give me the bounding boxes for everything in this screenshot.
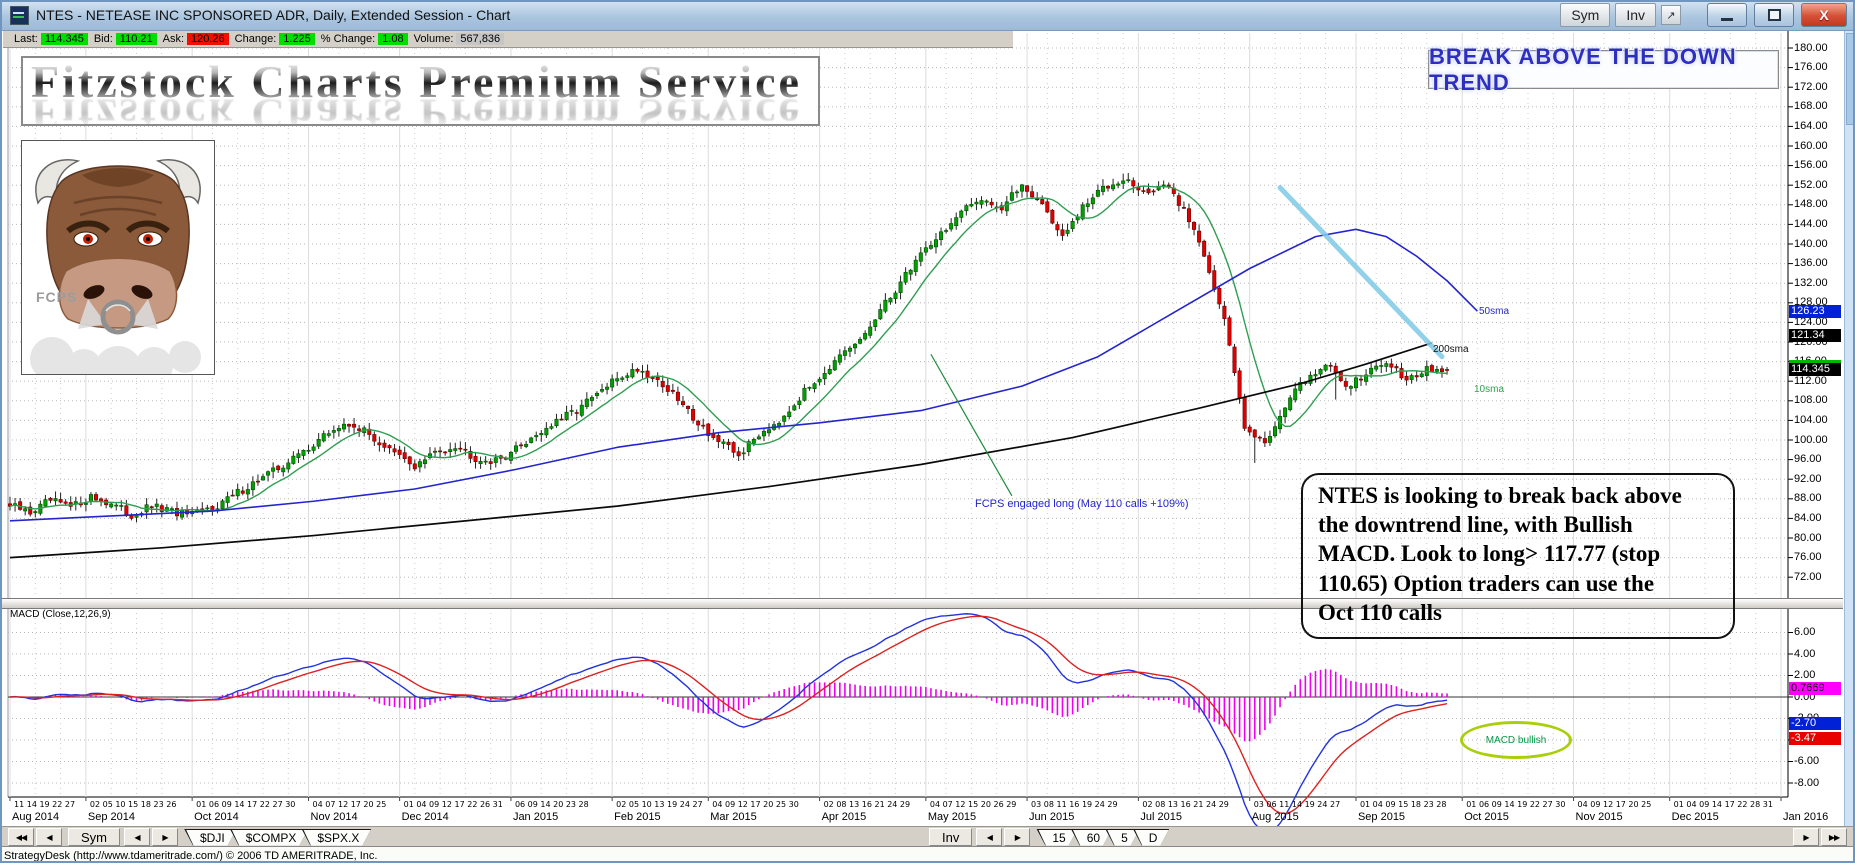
interval-tab-strip: 15 60 5 D: [1036, 829, 1162, 846]
sma10-label: 10sma: [1474, 384, 1505, 395]
trade-thesis-line: NTES is looking to break back above: [1318, 483, 1682, 508]
symbol-tab-strip: $DJI $COMPX $SPX.X: [184, 829, 364, 846]
app-chart-icon: [10, 5, 29, 25]
trade-thesis-line: 110.65) Option traders can use the: [1318, 570, 1655, 596]
quote-field-value: 114.345: [40, 33, 88, 45]
sma200-label: 200sma: [1433, 344, 1469, 355]
quote-field-value: 1.225: [279, 33, 315, 45]
macd-bullish-text: MACD bullish: [1485, 734, 1547, 746]
sym-button[interactable]: Sym: [1560, 3, 1611, 27]
tab-scroll-left-button[interactable]: ◀: [124, 828, 150, 846]
scrollbar[interactable]: [1844, 31, 1855, 826]
bottom-toolbar: ◀◀ ◀ Sym ◀ ▶ $DJI $COMPX $SPX.X Inv ◀ ▶ 15…: [0, 826, 1855, 847]
interval-tab-15-label: 15: [1038, 830, 1079, 847]
symbol-tab-spxx-label: $SPX.X: [303, 830, 373, 847]
symbol-tab-dji[interactable]: $DJI: [184, 829, 237, 846]
minimize-button[interactable]: [1707, 3, 1747, 27]
minimize-icon: [1721, 18, 1733, 21]
quote-field-label: Change:: [234, 33, 277, 45]
interval-scroll-right-button[interactable]: ▶: [1004, 828, 1031, 846]
symbol-tab-spxx[interactable]: $SPX.X: [301, 829, 371, 846]
interval-tab-d[interactable]: D: [1133, 829, 1170, 846]
trade-thesis-box: NTES is looking to break back above the d…: [1301, 473, 1735, 639]
scroll-last-button[interactable]: ▶▶: [1821, 828, 1847, 846]
interval-tab-60-label: 60: [1073, 830, 1114, 847]
trade-note-annotation: FCPS engaged long (May 110 calls +109%): [975, 498, 1189, 510]
trade-thesis-line: MACD. Look to long> 117.77 (stop: [1318, 541, 1661, 567]
premium-service-banner: Fitzstock Charts Premium Service Fitzsto…: [21, 56, 820, 126]
close-button[interactable]: X: [1801, 3, 1847, 27]
status-text: StrategyDesk (http://www.tdameritrade.co…: [4, 849, 378, 862]
inv-toolbar-button[interactable]: Inv: [929, 828, 973, 846]
sym-toolbar-button[interactable]: Sym: [68, 828, 120, 846]
restore-icon: [1767, 9, 1781, 21]
interval-tab-15[interactable]: 15: [1036, 829, 1077, 846]
interval-tab-d-label: D: [1135, 830, 1172, 847]
macd-bullish-callout: MACD bullish: [1460, 721, 1572, 759]
break-above-text: BREAK ABOVE THE DOWN TREND: [1429, 43, 1737, 95]
quote-field-label: Volume:: [413, 33, 454, 45]
popout-icon[interactable]: ↗: [1661, 5, 1681, 25]
quote-field-value: 567,836: [456, 33, 505, 45]
sma50-label: 50sma: [1479, 306, 1510, 317]
scroll-first-button[interactable]: ◀◀: [8, 828, 34, 846]
macd-indicator-title: MACD (Close,12,26,9): [10, 609, 111, 620]
scroll-prev-button[interactable]: ◀: [36, 828, 62, 846]
break-above-banner: BREAK ABOVE THE DOWN TREND: [1428, 44, 1779, 95]
quote-field-value: 110.21: [115, 33, 157, 45]
quote-field-label: % Change:: [320, 33, 376, 45]
quote-field-value: 1.08: [378, 33, 408, 45]
interval-scroll-left-button[interactable]: ◀: [976, 828, 1003, 846]
quote-field-label: Ask:: [162, 33, 185, 45]
fcps-caption: FCPS: [36, 289, 78, 305]
restore-button[interactable]: [1754, 3, 1794, 27]
scroll-next-button[interactable]: ▶: [1793, 828, 1819, 846]
tab-scroll-right-button[interactable]: ▶: [152, 828, 178, 846]
quote-field-value: 120.26: [187, 33, 229, 45]
symbol-tab-compx[interactable]: $COMPX: [230, 829, 309, 846]
trade-thesis-line: the downtrend line, with Bullish: [1318, 512, 1633, 538]
window-title: NTES - NETEASE INC SPONSORED ADR, Daily,…: [36, 7, 511, 23]
panel-separator[interactable]: [0, 598, 1843, 609]
symbol-tab-compx-label: $COMPX: [232, 830, 311, 847]
fcps-bull-logo: FCPS: [21, 140, 215, 394]
bull-icon: [30, 159, 201, 394]
banner-text: Fitzstock Charts Premium Service: [23, 58, 818, 106]
trade-thesis-line: Oct 110 calls: [1318, 599, 1442, 625]
scrollbar-thumb[interactable]: [1846, 33, 1855, 125]
quote-field-label: Bid:: [93, 33, 113, 45]
banner-reflection: Fitzstock Charts Premium Service: [23, 90, 818, 124]
quote-bar: Last: 114.345 Bid: 110.21 Ask: 120.26 Change: 1…: [3, 31, 1013, 48]
status-bar: StrategyDesk (http://www.tdameritrade.co…: [0, 846, 1855, 864]
inv-button[interactable]: Inv: [1615, 3, 1656, 27]
quote-field-label: Last:: [14, 33, 38, 45]
symbol-tab-dji-label: $DJI: [186, 830, 239, 847]
titlebar[interactable]: NTES - NETEASE INC SPONSORED ADR, Daily,…: [0, 0, 1855, 31]
interval-tab-60[interactable]: 60: [1071, 829, 1112, 846]
